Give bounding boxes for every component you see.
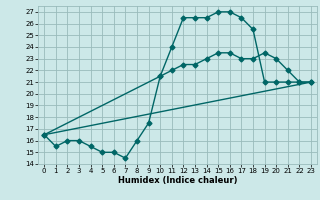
X-axis label: Humidex (Indice chaleur): Humidex (Indice chaleur)	[118, 176, 237, 185]
